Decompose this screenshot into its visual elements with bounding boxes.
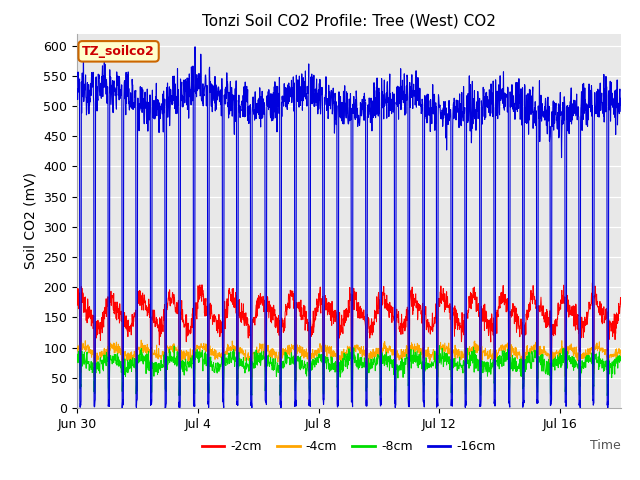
- Text: Time: Time: [590, 439, 621, 452]
- Title: Tonzi Soil CO2 Profile: Tree (West) CO2: Tonzi Soil CO2 Profile: Tree (West) CO2: [202, 13, 496, 28]
- Legend: -2cm, -4cm, -8cm, -16cm: -2cm, -4cm, -8cm, -16cm: [197, 435, 501, 458]
- Text: TZ_soilco2: TZ_soilco2: [82, 45, 155, 58]
- Y-axis label: Soil CO2 (mV): Soil CO2 (mV): [24, 172, 38, 269]
